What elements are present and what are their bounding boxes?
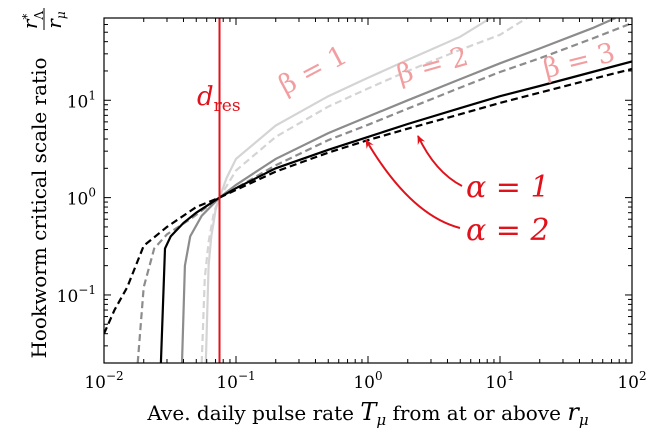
series-line-beta3-alpha1 [159, 60, 632, 363]
y-num-sub: Λ [32, 11, 46, 21]
x-axis-label-sym2-sub: μ [579, 411, 589, 429]
d-res-label: dres [197, 82, 241, 116]
alpha-2-arrow [365, 139, 461, 229]
y-axis-label: Hookworm critical scale ratio r*Λ rμ [18, 8, 68, 359]
x-axis-label-sym1: T [360, 398, 378, 426]
y-axis-label-text: Hookworm critical scale ratio [27, 57, 51, 358]
x-axis-label: Ave. daily pulse rate Tμ from at or abov… [146, 398, 588, 429]
y-axis-fraction-numerator: r*Λ [18, 11, 46, 30]
x-tick-label: 10−2 [84, 369, 123, 393]
annotation-layer: dres β = 1 β = 2 β = 3 α = 1 α = 2 [197, 37, 618, 248]
y-num-sup: * [20, 14, 34, 20]
series-line-beta3-alpha2 [104, 67, 632, 335]
tick-layer: 10−2 10−1 100 101 102 10−1 100 101 [57, 17, 647, 393]
x-axis-label-sym2: r [567, 398, 580, 426]
alpha-1-label: α = 1 [466, 170, 550, 205]
y-tick-label: 10−1 [57, 283, 96, 307]
alpha-2-label: α = 2 [466, 213, 550, 248]
d-res-label-main: d [197, 82, 214, 112]
x-tick-label: 100 [353, 369, 382, 393]
series-line-beta2-alpha1 [180, 18, 616, 363]
y-den-sub: μ [54, 11, 68, 19]
y-num-r: r [18, 18, 42, 29]
series-layer [104, 18, 632, 363]
alpha-1-arrow [417, 135, 463, 187]
x-tick-label: 102 [617, 369, 646, 393]
series-line-beta2-alpha2 [136, 22, 632, 363]
x-tick-label: 101 [485, 369, 514, 393]
x-axis-label-prefix: Ave. daily pulse rate [146, 401, 360, 425]
y-axis-fraction-denominator: rμ [42, 11, 68, 29]
series-line-beta1-alpha2 [200, 18, 528, 363]
y-den-r: r [42, 18, 66, 29]
series-line-beta1-alpha1 [204, 18, 492, 363]
d-res-label-sub: res [214, 96, 241, 116]
y-tick-label: 101 [67, 88, 96, 112]
x-axis-label-middle: from at or above [386, 401, 567, 425]
y-tick-label: 100 [67, 186, 96, 210]
x-axis-label-sym1-sub: μ [376, 411, 386, 429]
x-tick-label: 10−1 [216, 369, 255, 393]
beta-1-label: β = 1 [274, 40, 353, 101]
